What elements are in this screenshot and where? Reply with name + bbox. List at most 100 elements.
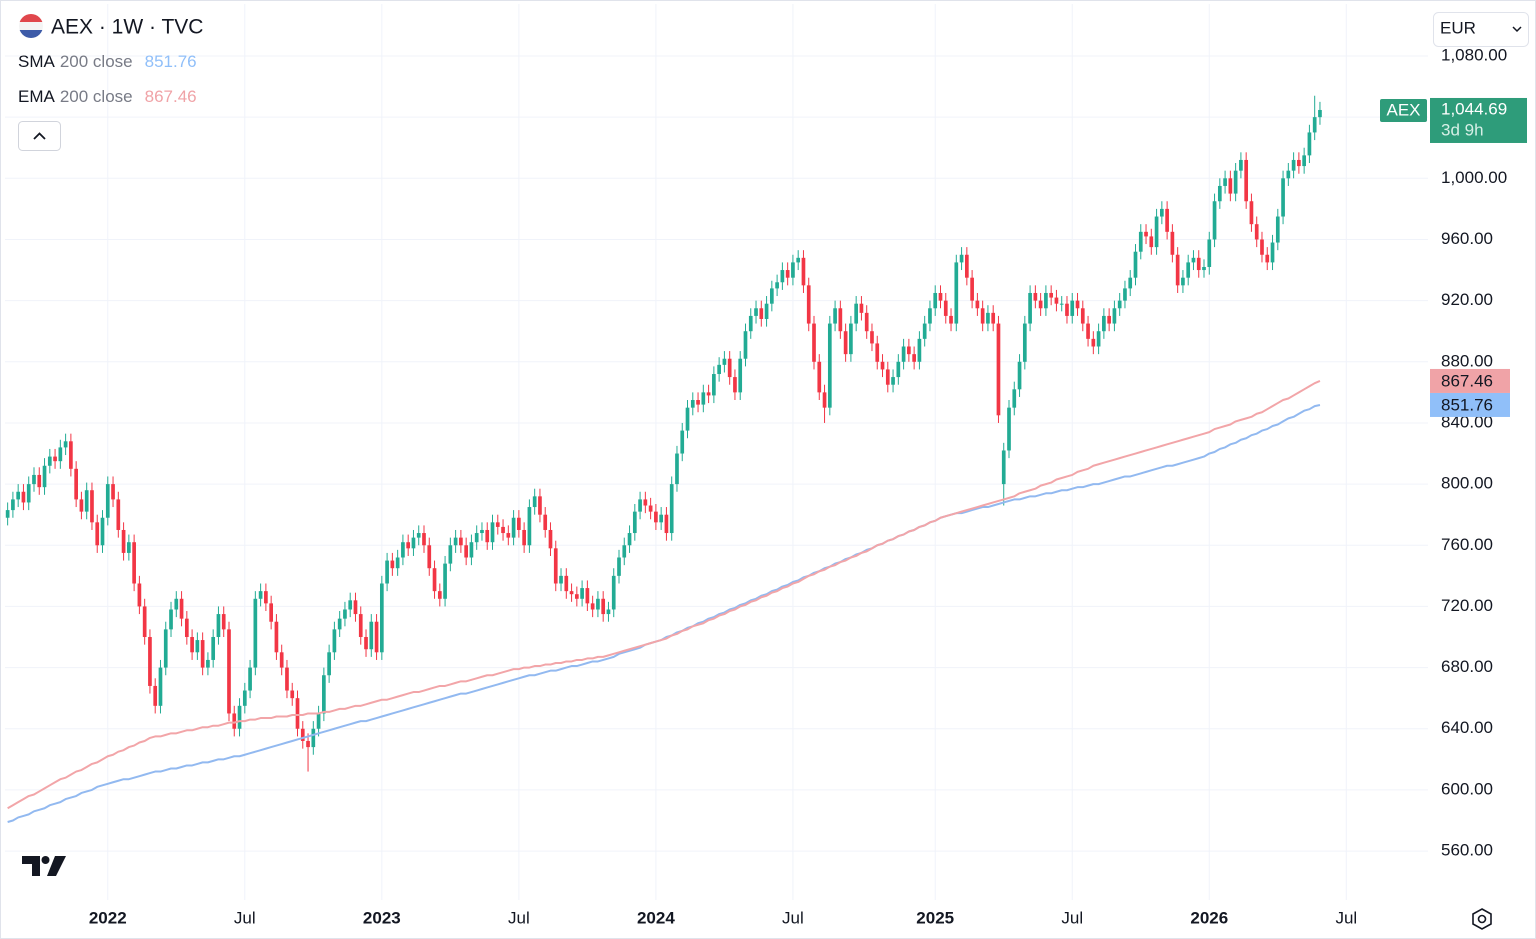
- candle-body: [258, 591, 263, 599]
- candle-body: [775, 282, 779, 289]
- candle-body: [269, 603, 273, 622]
- candle-body: [79, 499, 84, 512]
- candle-body: [1170, 231, 1175, 255]
- candle-body: [696, 400, 700, 405]
- candle-body: [1233, 170, 1238, 194]
- candle-body: [1154, 216, 1159, 248]
- candle-body: [885, 369, 890, 385]
- candle-body: [654, 511, 658, 523]
- candle-body: [722, 358, 727, 365]
- candle-body: [343, 609, 347, 619]
- candle-body: [548, 529, 553, 549]
- y-tick-label: 680.00: [1441, 657, 1493, 676]
- candle-body: [369, 621, 374, 650]
- candle-body: [843, 331, 848, 355]
- collapse-button[interactable]: [18, 121, 61, 151]
- candle-body: [785, 270, 790, 278]
- candle-body: [1133, 251, 1138, 278]
- candle-body: [390, 560, 395, 569]
- candle-body: [543, 514, 548, 530]
- candle-body: [1102, 315, 1106, 332]
- legend-entry: SMA 200 close 851.76: [18, 52, 197, 71]
- candle-body: [264, 591, 268, 604]
- y-tick-label: 600.00: [1441, 779, 1493, 798]
- candle-body: [733, 377, 737, 393]
- candle-body: [506, 533, 511, 538]
- x-tick-label: 2022: [89, 908, 127, 927]
- candle-body: [901, 346, 906, 362]
- candle-body: [564, 575, 569, 592]
- candle-body: [801, 257, 806, 286]
- candle-body: [1191, 257, 1196, 263]
- candle-body: [495, 522, 500, 527]
- price-axis: 560.00 600.00 640.00 680.00 720.00 760.00 800.…: [89, 45, 1507, 927]
- candle-body: [248, 667, 252, 691]
- candle-body: [232, 713, 237, 729]
- y-tick-label: 1,000.00: [1441, 168, 1507, 187]
- candle-body: [137, 583, 142, 607]
- candle-body: [16, 491, 21, 500]
- candle-body: [638, 499, 642, 512]
- symbol-tag: [1380, 98, 1427, 122]
- candle-body: [206, 659, 210, 668]
- candle-body: [664, 514, 669, 534]
- candle-body: [1254, 224, 1259, 240]
- grid: [5, 4, 1428, 900]
- candle-body: [748, 315, 753, 332]
- candle-body: [142, 606, 147, 638]
- y-tick-label: 880.00: [1441, 351, 1493, 370]
- legend-entry: EMA 200 close 867.46: [18, 87, 197, 106]
- candle-body: [854, 303, 859, 324]
- x-tick-label: 2026: [1190, 908, 1228, 927]
- candle-body: [833, 308, 837, 324]
- candle-body: [453, 537, 458, 546]
- candle-body: [1091, 338, 1096, 347]
- candle-body: [1112, 308, 1117, 324]
- candle-body: [812, 323, 816, 362]
- candle-body: [601, 598, 606, 615]
- candle-body: [395, 557, 400, 569]
- candle-body: [938, 292, 943, 301]
- candle-body: [727, 358, 732, 378]
- candle-body: [590, 603, 595, 610]
- candle-body: [706, 392, 711, 396]
- candle-body: [1275, 216, 1280, 243]
- candle-body: [379, 583, 384, 653]
- candle-body: [1117, 300, 1122, 309]
- candle-body: [95, 522, 100, 546]
- candle-body: [1244, 159, 1249, 202]
- candle-body: [285, 667, 289, 691]
- candle-body: [74, 468, 78, 500]
- candle-body: [1138, 231, 1143, 252]
- candle-body: [63, 441, 68, 448]
- candle-body: [469, 542, 474, 558]
- candle-body: [891, 377, 895, 385]
- candle-body: [116, 499, 121, 530]
- candle-body: [37, 474, 42, 488]
- candle-body: [996, 323, 1001, 416]
- currency-select[interactable]: EUR: [1433, 12, 1529, 47]
- candle-body: [690, 400, 695, 408]
- candle-body: [648, 505, 653, 512]
- x-tick-label: 2024: [637, 908, 675, 927]
- candle-body: [907, 346, 911, 355]
- candle-body: [933, 292, 938, 309]
- candle-body: [300, 728, 305, 741]
- settings-button[interactable]: [1472, 908, 1492, 930]
- candle-body: [179, 598, 184, 619]
- candle-body: [1207, 239, 1212, 267]
- x-tick-label: Jul: [782, 908, 804, 927]
- price-tag-label: 851.76: [1441, 395, 1493, 414]
- y-tick-label: 760.00: [1441, 535, 1493, 554]
- candle-body: [1044, 292, 1048, 309]
- candle-body: [1286, 170, 1291, 179]
- candle-body: [617, 557, 621, 576]
- candle-body: [975, 300, 980, 309]
- candle-body: [1239, 159, 1243, 171]
- candle-body: [754, 308, 758, 316]
- candle-body: [559, 575, 563, 584]
- candle-body: [1186, 262, 1191, 278]
